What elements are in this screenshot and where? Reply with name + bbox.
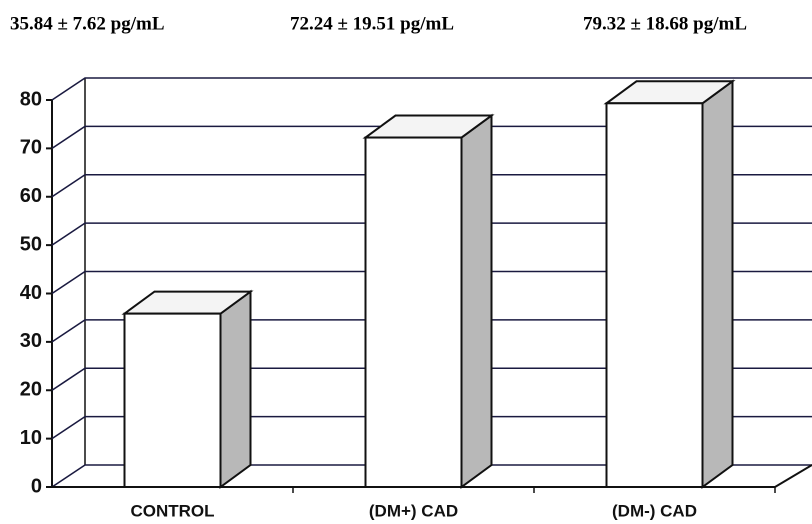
- grid-line: [51, 222, 812, 246]
- y-tick-label: 20: [20, 379, 42, 401]
- y-tick-label: 60: [20, 185, 42, 207]
- bar-side: [460, 113, 493, 489]
- grid-line: [51, 270, 812, 295]
- value-label: 72.24 ± 19.51 pg/mL: [290, 13, 454, 34]
- bar: [123, 312, 222, 488]
- y-tick-label: 30: [20, 330, 42, 352]
- y-tick-label: 10: [20, 427, 42, 449]
- x-tick-label: (DM-) CAD: [612, 501, 697, 520]
- value-label: 79.32 ± 18.68 pg/mL: [583, 13, 747, 34]
- grid-line: [51, 464, 812, 488]
- grid-line: [51, 125, 812, 150]
- y-tick-label: 70: [20, 137, 42, 159]
- grid-line: [51, 319, 812, 343]
- bar: [364, 136, 463, 488]
- grid-line: [51, 367, 812, 391]
- bar-side: [701, 79, 734, 489]
- y-tick-label: 0: [31, 475, 42, 497]
- grid-line: [51, 173, 812, 198]
- y-tick-label: 80: [20, 88, 42, 110]
- grid-line: [51, 415, 812, 440]
- y-tick-label: 40: [20, 282, 42, 304]
- value-label: 35.84 ± 7.62 pg/mL: [10, 13, 165, 34]
- grid-line: [51, 77, 812, 101]
- bar: [605, 102, 704, 489]
- x-tick-label: (DM+) CAD: [369, 501, 458, 520]
- bar-side: [219, 289, 252, 489]
- x-tick-label: CONTROL: [130, 501, 214, 520]
- y-tick-label: 50: [20, 233, 42, 255]
